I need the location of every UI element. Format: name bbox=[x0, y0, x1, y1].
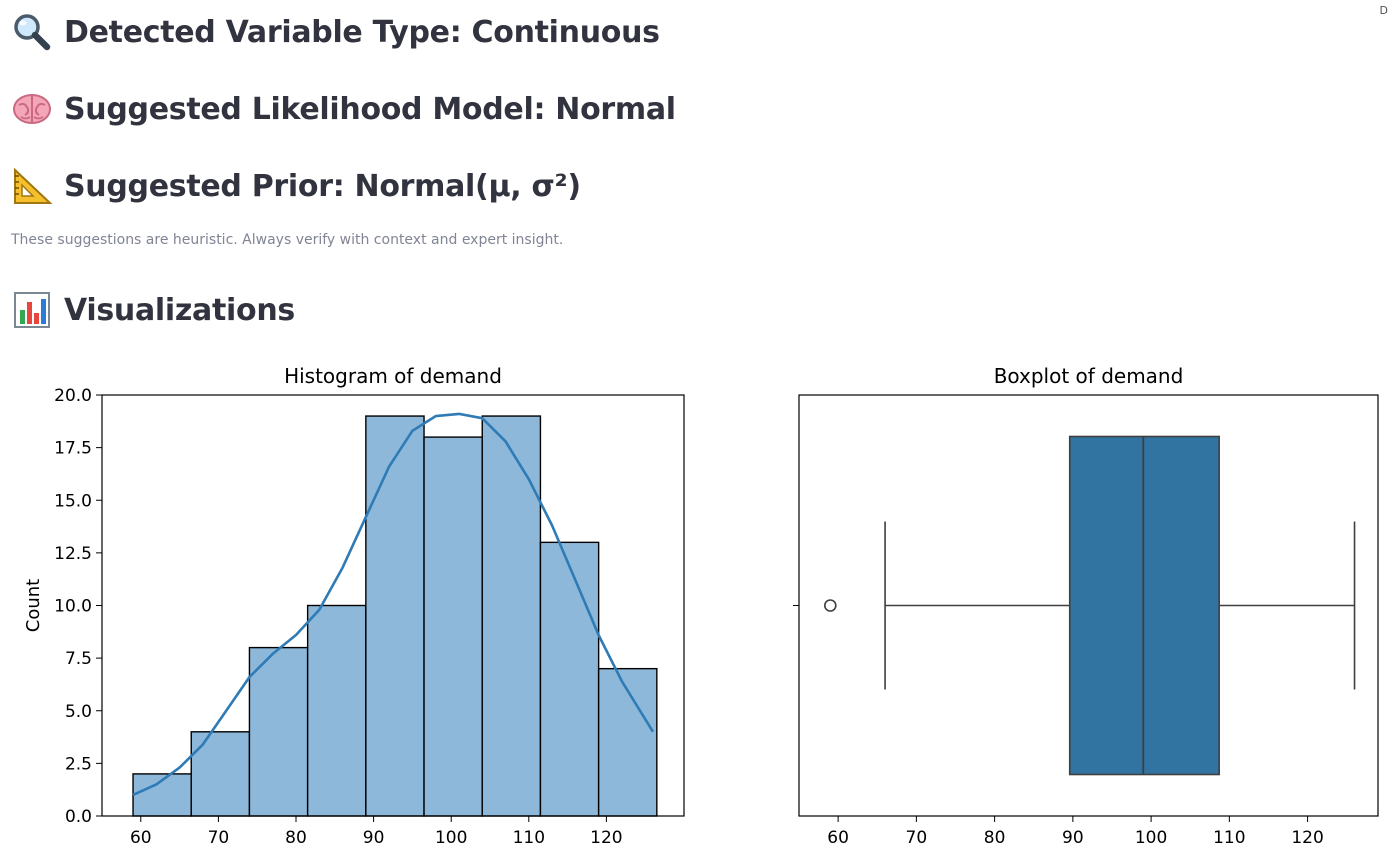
likelihood-text: Suggested Likelihood Model: Normal bbox=[64, 91, 676, 127]
x-tick-label: 60 bbox=[827, 828, 849, 848]
bar-chart-icon bbox=[12, 290, 54, 330]
y-tick-label: 17.5 bbox=[54, 439, 92, 459]
x-tick-label: 70 bbox=[906, 828, 928, 848]
boxplot-title: Boxplot of demand bbox=[994, 364, 1184, 388]
x-tick-label: 120 bbox=[590, 828, 622, 848]
x-tick-label: 110 bbox=[1213, 828, 1245, 848]
x-tick-label: 80 bbox=[285, 828, 307, 848]
x-tick-label: 100 bbox=[1135, 828, 1167, 848]
histogram-bar bbox=[365, 415, 425, 817]
prior-heading: Suggested Prior: Normal(μ, σ²) bbox=[12, 166, 581, 206]
outlier-point bbox=[823, 599, 837, 612]
brain-icon bbox=[12, 89, 54, 129]
magnifying-glass-icon bbox=[12, 12, 54, 52]
histogram-bar bbox=[306, 604, 367, 817]
x-tick-label: 80 bbox=[984, 828, 1006, 848]
prior-text: Suggested Prior: Normal(μ, σ²) bbox=[64, 168, 581, 204]
histogram-bar bbox=[539, 541, 600, 817]
y-tick-label: 5.0 bbox=[65, 702, 92, 722]
y-tick-label: 15.0 bbox=[54, 491, 92, 511]
x-tick-label: 90 bbox=[363, 828, 385, 848]
histogram-bar bbox=[248, 646, 309, 817]
histogram-bar bbox=[423, 436, 483, 817]
triangular-ruler-icon bbox=[12, 166, 54, 206]
x-tick-label: 60 bbox=[130, 828, 152, 848]
x-tick-label: 120 bbox=[1291, 828, 1323, 848]
y-tick-label: 12.5 bbox=[54, 544, 92, 564]
iqr-box bbox=[1068, 435, 1220, 776]
variable-type-text: Detected Variable Type: Continuous bbox=[64, 14, 660, 50]
variable-type-heading: Detected Variable Type: Continuous bbox=[12, 12, 660, 52]
likelihood-heading: Suggested Likelihood Model: Normal bbox=[12, 89, 676, 129]
y-tick-label: 2.5 bbox=[65, 754, 92, 774]
x-tick-label: 70 bbox=[208, 828, 230, 848]
y-axis-label: Count bbox=[23, 579, 44, 632]
x-tick-label: 90 bbox=[1062, 828, 1084, 848]
corner-indicator: D bbox=[1379, 4, 1388, 17]
boxplot-chart: Boxplot of demand 60 70 80 90 100 110 120 bbox=[793, 364, 1379, 848]
histogram-bar bbox=[481, 415, 542, 817]
histogram-chart: Histogram of demand 0.0 2.5 5.0 7.5 10.0 12.5 1… bbox=[23, 364, 685, 848]
y-tick-label: 7.5 bbox=[65, 649, 92, 669]
y-tick-label: 0.0 bbox=[65, 807, 92, 827]
y-tick-label: 10.0 bbox=[54, 597, 92, 617]
visualizations-text: Visualizations bbox=[64, 292, 295, 328]
x-tick-label: 110 bbox=[513, 828, 545, 848]
y-tick-label: 20.0 bbox=[54, 386, 92, 406]
histogram-bar bbox=[190, 731, 251, 817]
heuristic-caption: These suggestions are heuristic. Always … bbox=[11, 232, 564, 248]
visualizations-heading: Visualizations bbox=[12, 290, 295, 330]
histogram-title: Histogram of demand bbox=[284, 364, 502, 388]
kde-curve bbox=[132, 412, 655, 797]
x-tick-label: 100 bbox=[435, 828, 467, 848]
